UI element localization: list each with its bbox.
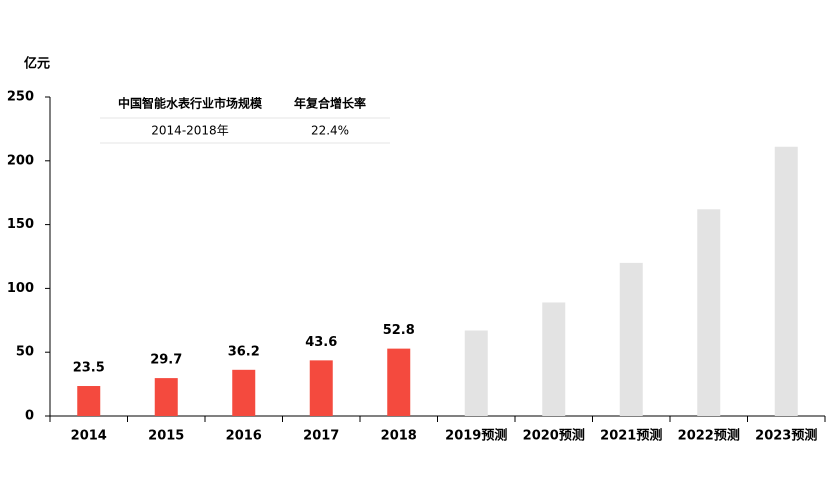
x-tick-label: 2023预测 — [755, 428, 817, 444]
x-tick-label: 2016 — [226, 429, 262, 444]
x-tick-label: 2014 — [71, 429, 107, 444]
bar — [697, 209, 721, 416]
data-label: 52.8 — [383, 323, 415, 338]
bar — [619, 262, 643, 416]
data-label: 43.6 — [305, 335, 337, 350]
table-header: 年复合增长率 — [294, 96, 366, 111]
data-label: 23.5 — [73, 361, 105, 376]
y-tick-label: 50 — [16, 345, 34, 360]
y-tick-label: 100 — [7, 281, 34, 296]
x-tick-label: 2015 — [148, 429, 184, 444]
bar — [387, 348, 411, 416]
bar — [232, 369, 256, 416]
x-tick-label: 2022预测 — [678, 428, 740, 444]
x-tick-label: 2020预测 — [523, 428, 585, 444]
y-tick-label: 200 — [7, 153, 34, 168]
x-tick-label: 2021预测 — [600, 428, 662, 444]
bar — [77, 386, 101, 416]
x-tick-label: 2019预测 — [445, 428, 507, 444]
x-tick-label: 2017 — [303, 429, 339, 444]
bar — [774, 146, 798, 416]
data-label: 29.7 — [150, 353, 182, 368]
table-cell: 22.4% — [311, 124, 349, 138]
bar — [542, 302, 566, 416]
table-cell: 2014-2018年 — [151, 124, 228, 138]
x-tick-label: 2018 — [381, 429, 417, 444]
data-label: 36.2 — [228, 344, 260, 359]
bar — [309, 360, 333, 416]
y-tick-label: 150 — [7, 217, 34, 232]
y-tick-label: 250 — [7, 90, 34, 105]
bar — [464, 330, 488, 416]
table-header: 中国智能水表行业市场规模 — [118, 96, 263, 111]
bar — [154, 378, 178, 416]
y-tick-label: 0 — [25, 409, 34, 424]
y-axis-label: 亿元 — [24, 56, 50, 72]
